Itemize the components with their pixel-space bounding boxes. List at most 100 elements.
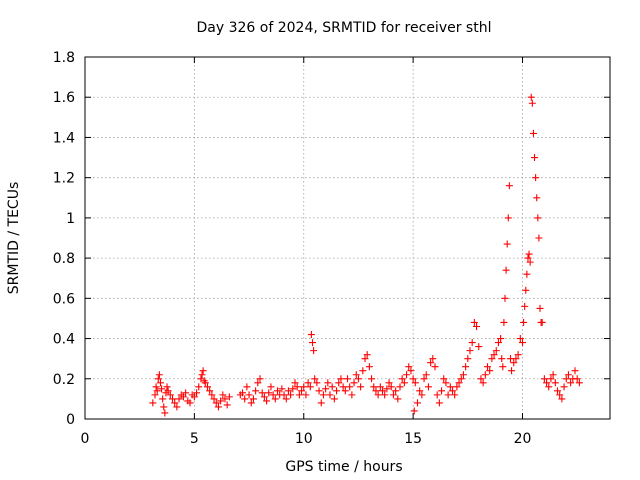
data-point (287, 391, 295, 399)
data-point (468, 339, 476, 347)
data-point (514, 351, 522, 359)
data-point (267, 383, 275, 391)
data-point (532, 174, 540, 182)
data-point (533, 194, 541, 202)
data-point (322, 385, 330, 393)
data-point (499, 363, 507, 371)
data-point (245, 391, 253, 399)
data-point (306, 383, 314, 391)
data-point (435, 399, 443, 407)
data-point (166, 391, 174, 399)
data-points (149, 93, 583, 417)
x-tick-label: 20 (514, 431, 532, 447)
data-point (504, 214, 512, 222)
data-point (289, 385, 297, 393)
data-point (269, 391, 277, 399)
data-point (317, 399, 325, 407)
data-point (438, 387, 446, 395)
data-point (385, 379, 393, 387)
data-point (249, 395, 257, 403)
y-tick-label: 0.4 (53, 332, 75, 348)
data-point (556, 391, 564, 399)
data-point (526, 258, 534, 266)
data-point (522, 286, 530, 294)
data-point (525, 250, 533, 258)
data-point (394, 395, 402, 403)
data-point (163, 383, 171, 391)
plot-frame (84, 56, 611, 420)
data-point (512, 355, 520, 363)
data-point (535, 234, 543, 242)
data-point (169, 395, 176, 403)
data-point (339, 383, 347, 391)
data-point (350, 379, 358, 387)
data-point (529, 129, 537, 137)
data-point (411, 379, 419, 387)
data-point (337, 375, 345, 383)
data-point (410, 407, 418, 415)
data-point (182, 389, 190, 397)
data-point (158, 385, 166, 393)
data-point (195, 383, 203, 391)
data-point (547, 375, 555, 383)
data-point (368, 375, 376, 383)
data-point (455, 379, 463, 387)
data-point (335, 379, 343, 387)
data-point (516, 335, 524, 343)
data-point (344, 375, 351, 383)
data-point (398, 375, 406, 383)
data-point (429, 355, 437, 363)
data-point (214, 403, 222, 411)
data-point (492, 347, 500, 355)
data-point (221, 395, 229, 403)
data-point (313, 379, 321, 387)
data-point (381, 391, 389, 399)
data-point (326, 391, 334, 399)
data-point (241, 395, 249, 403)
data-point (365, 363, 373, 371)
data-point (341, 387, 349, 395)
data-point (524, 254, 532, 262)
data-point (190, 393, 198, 401)
data-point (521, 302, 529, 310)
data-point (427, 359, 435, 367)
data-point (420, 375, 428, 383)
data-point (357, 383, 365, 391)
data-point (545, 383, 553, 391)
data-point (271, 395, 279, 403)
y-axis-label: SRMTID / TECUs (6, 182, 22, 295)
data-point (453, 383, 461, 391)
data-point (307, 331, 315, 339)
data-point (352, 371, 360, 379)
data-point (363, 351, 371, 359)
data-point (379, 387, 386, 395)
data-point (149, 399, 157, 407)
data-point (498, 355, 506, 363)
data-point (549, 371, 557, 379)
y-tick-label: 0.8 (53, 251, 75, 267)
data-point (324, 379, 332, 387)
data-point (464, 355, 472, 363)
data-point (567, 379, 575, 387)
data-point (403, 371, 411, 379)
data-point (208, 391, 216, 399)
data-point (333, 387, 341, 395)
data-point (502, 266, 510, 274)
data-point (396, 383, 404, 391)
data-point (497, 335, 505, 343)
data-point (256, 375, 264, 383)
data-point (536, 304, 544, 312)
data-point (372, 387, 380, 395)
data-point (523, 270, 531, 278)
data-point (470, 318, 478, 326)
data-point (254, 379, 262, 387)
data-point (558, 395, 566, 403)
data-point (376, 383, 384, 391)
data-point (274, 387, 281, 395)
data-point (156, 379, 164, 387)
data-point (466, 347, 474, 355)
y-tick-label: 0 (66, 412, 75, 428)
data-point (481, 371, 489, 379)
data-point (449, 387, 456, 395)
